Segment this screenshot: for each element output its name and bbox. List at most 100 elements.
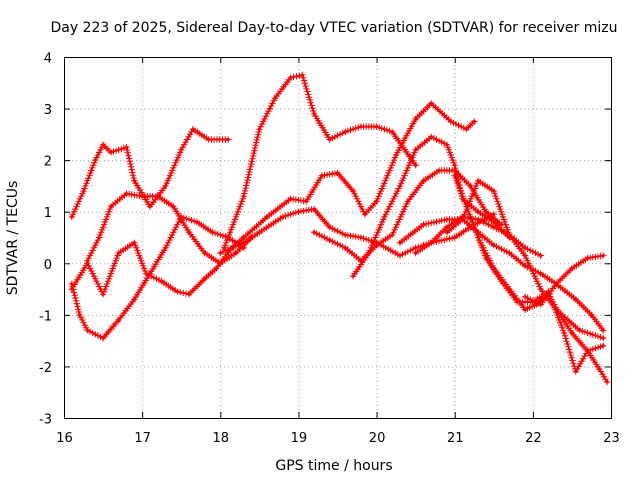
series-satellite-1 (68, 126, 232, 221)
data-point (601, 336, 605, 340)
data-point (390, 130, 394, 134)
data-point (445, 217, 449, 222)
data-point (374, 243, 379, 247)
data-point (187, 292, 191, 296)
data-point (343, 233, 347, 237)
data-point (429, 101, 433, 106)
x-tick-label: 23 (603, 431, 620, 446)
data-point (81, 189, 86, 193)
series-satellite-10 (396, 177, 607, 342)
data-point (492, 266, 496, 271)
data-point (289, 76, 293, 80)
data-point (70, 215, 74, 219)
data-point (156, 194, 160, 198)
data-point (539, 272, 543, 276)
data-point (468, 215, 472, 219)
data-point (476, 217, 480, 222)
data-point (601, 344, 605, 348)
data-point (132, 241, 136, 245)
data-point (328, 137, 332, 142)
data-point (398, 241, 402, 245)
data-point (398, 184, 402, 188)
series-satellite-8 (310, 167, 505, 264)
y-tick-label: -2 (39, 361, 52, 376)
data-point (85, 328, 90, 332)
data-point (70, 287, 74, 291)
data-point (93, 158, 97, 162)
x-tick-label: 18 (213, 431, 230, 446)
data-point (398, 253, 402, 258)
y-tick-label: 0 (44, 258, 52, 273)
data-point (414, 163, 418, 167)
data-point (374, 125, 379, 129)
data-point (414, 251, 418, 255)
data-point (492, 225, 496, 229)
data-point (453, 163, 457, 167)
data-point (218, 251, 222, 255)
data-point (464, 127, 469, 131)
series-line (445, 218, 605, 332)
data-point (539, 253, 543, 258)
data-point (523, 246, 527, 250)
data-point (523, 264, 527, 268)
data-point (132, 179, 136, 183)
data-point (191, 127, 195, 131)
data-point (109, 150, 113, 155)
data-point (492, 220, 496, 224)
data-point (226, 137, 230, 142)
data-point (585, 349, 590, 353)
data-point (554, 282, 558, 286)
data-point (539, 287, 543, 291)
data-point (226, 235, 230, 240)
data-point (558, 313, 562, 317)
y-tick-label: 3 (44, 103, 52, 118)
x-tick-label: 21 (447, 431, 464, 446)
y-tick-label: 1 (44, 206, 52, 221)
data-point (101, 292, 105, 296)
data-point (117, 251, 121, 255)
data-point (414, 246, 418, 250)
data-point (429, 241, 433, 245)
data-point (390, 233, 394, 237)
data-point (312, 112, 316, 116)
data-point (140, 194, 144, 198)
data-point (421, 179, 426, 183)
data-point (343, 130, 347, 134)
data-point (359, 235, 363, 240)
chart-title: Day 223 of 2025, Sidereal Day-to-day VTE… (51, 20, 618, 36)
data-point (445, 225, 449, 229)
data-point (320, 174, 324, 178)
data-point (605, 380, 609, 384)
data-point (585, 256, 590, 260)
y-tick-label: -1 (39, 309, 52, 324)
data-point (281, 215, 285, 219)
data-point (468, 184, 472, 188)
plot-area (68, 71, 611, 386)
data-point (476, 235, 480, 240)
data-point (414, 148, 418, 152)
data-point (179, 148, 183, 152)
data-point (296, 210, 301, 214)
data-point (163, 184, 168, 188)
y-tick-label: 4 (44, 52, 52, 67)
series-satellite-11 (443, 216, 607, 334)
data-point (242, 235, 246, 240)
data-point (163, 246, 168, 250)
x-tick-label: 19 (291, 431, 308, 446)
data-point (484, 210, 488, 214)
data-point (601, 253, 605, 258)
data-point (257, 127, 261, 131)
data-point (453, 235, 457, 240)
data-point (312, 207, 316, 211)
data-point (507, 251, 512, 255)
data-point (562, 331, 566, 335)
data-point (406, 199, 410, 203)
data-point (265, 215, 269, 219)
data-point (578, 328, 582, 332)
data-point (289, 197, 293, 201)
data-point (492, 243, 496, 247)
data-point (437, 168, 441, 173)
data-point (132, 297, 136, 301)
plot-frame (64, 57, 612, 419)
data-point (171, 204, 175, 209)
